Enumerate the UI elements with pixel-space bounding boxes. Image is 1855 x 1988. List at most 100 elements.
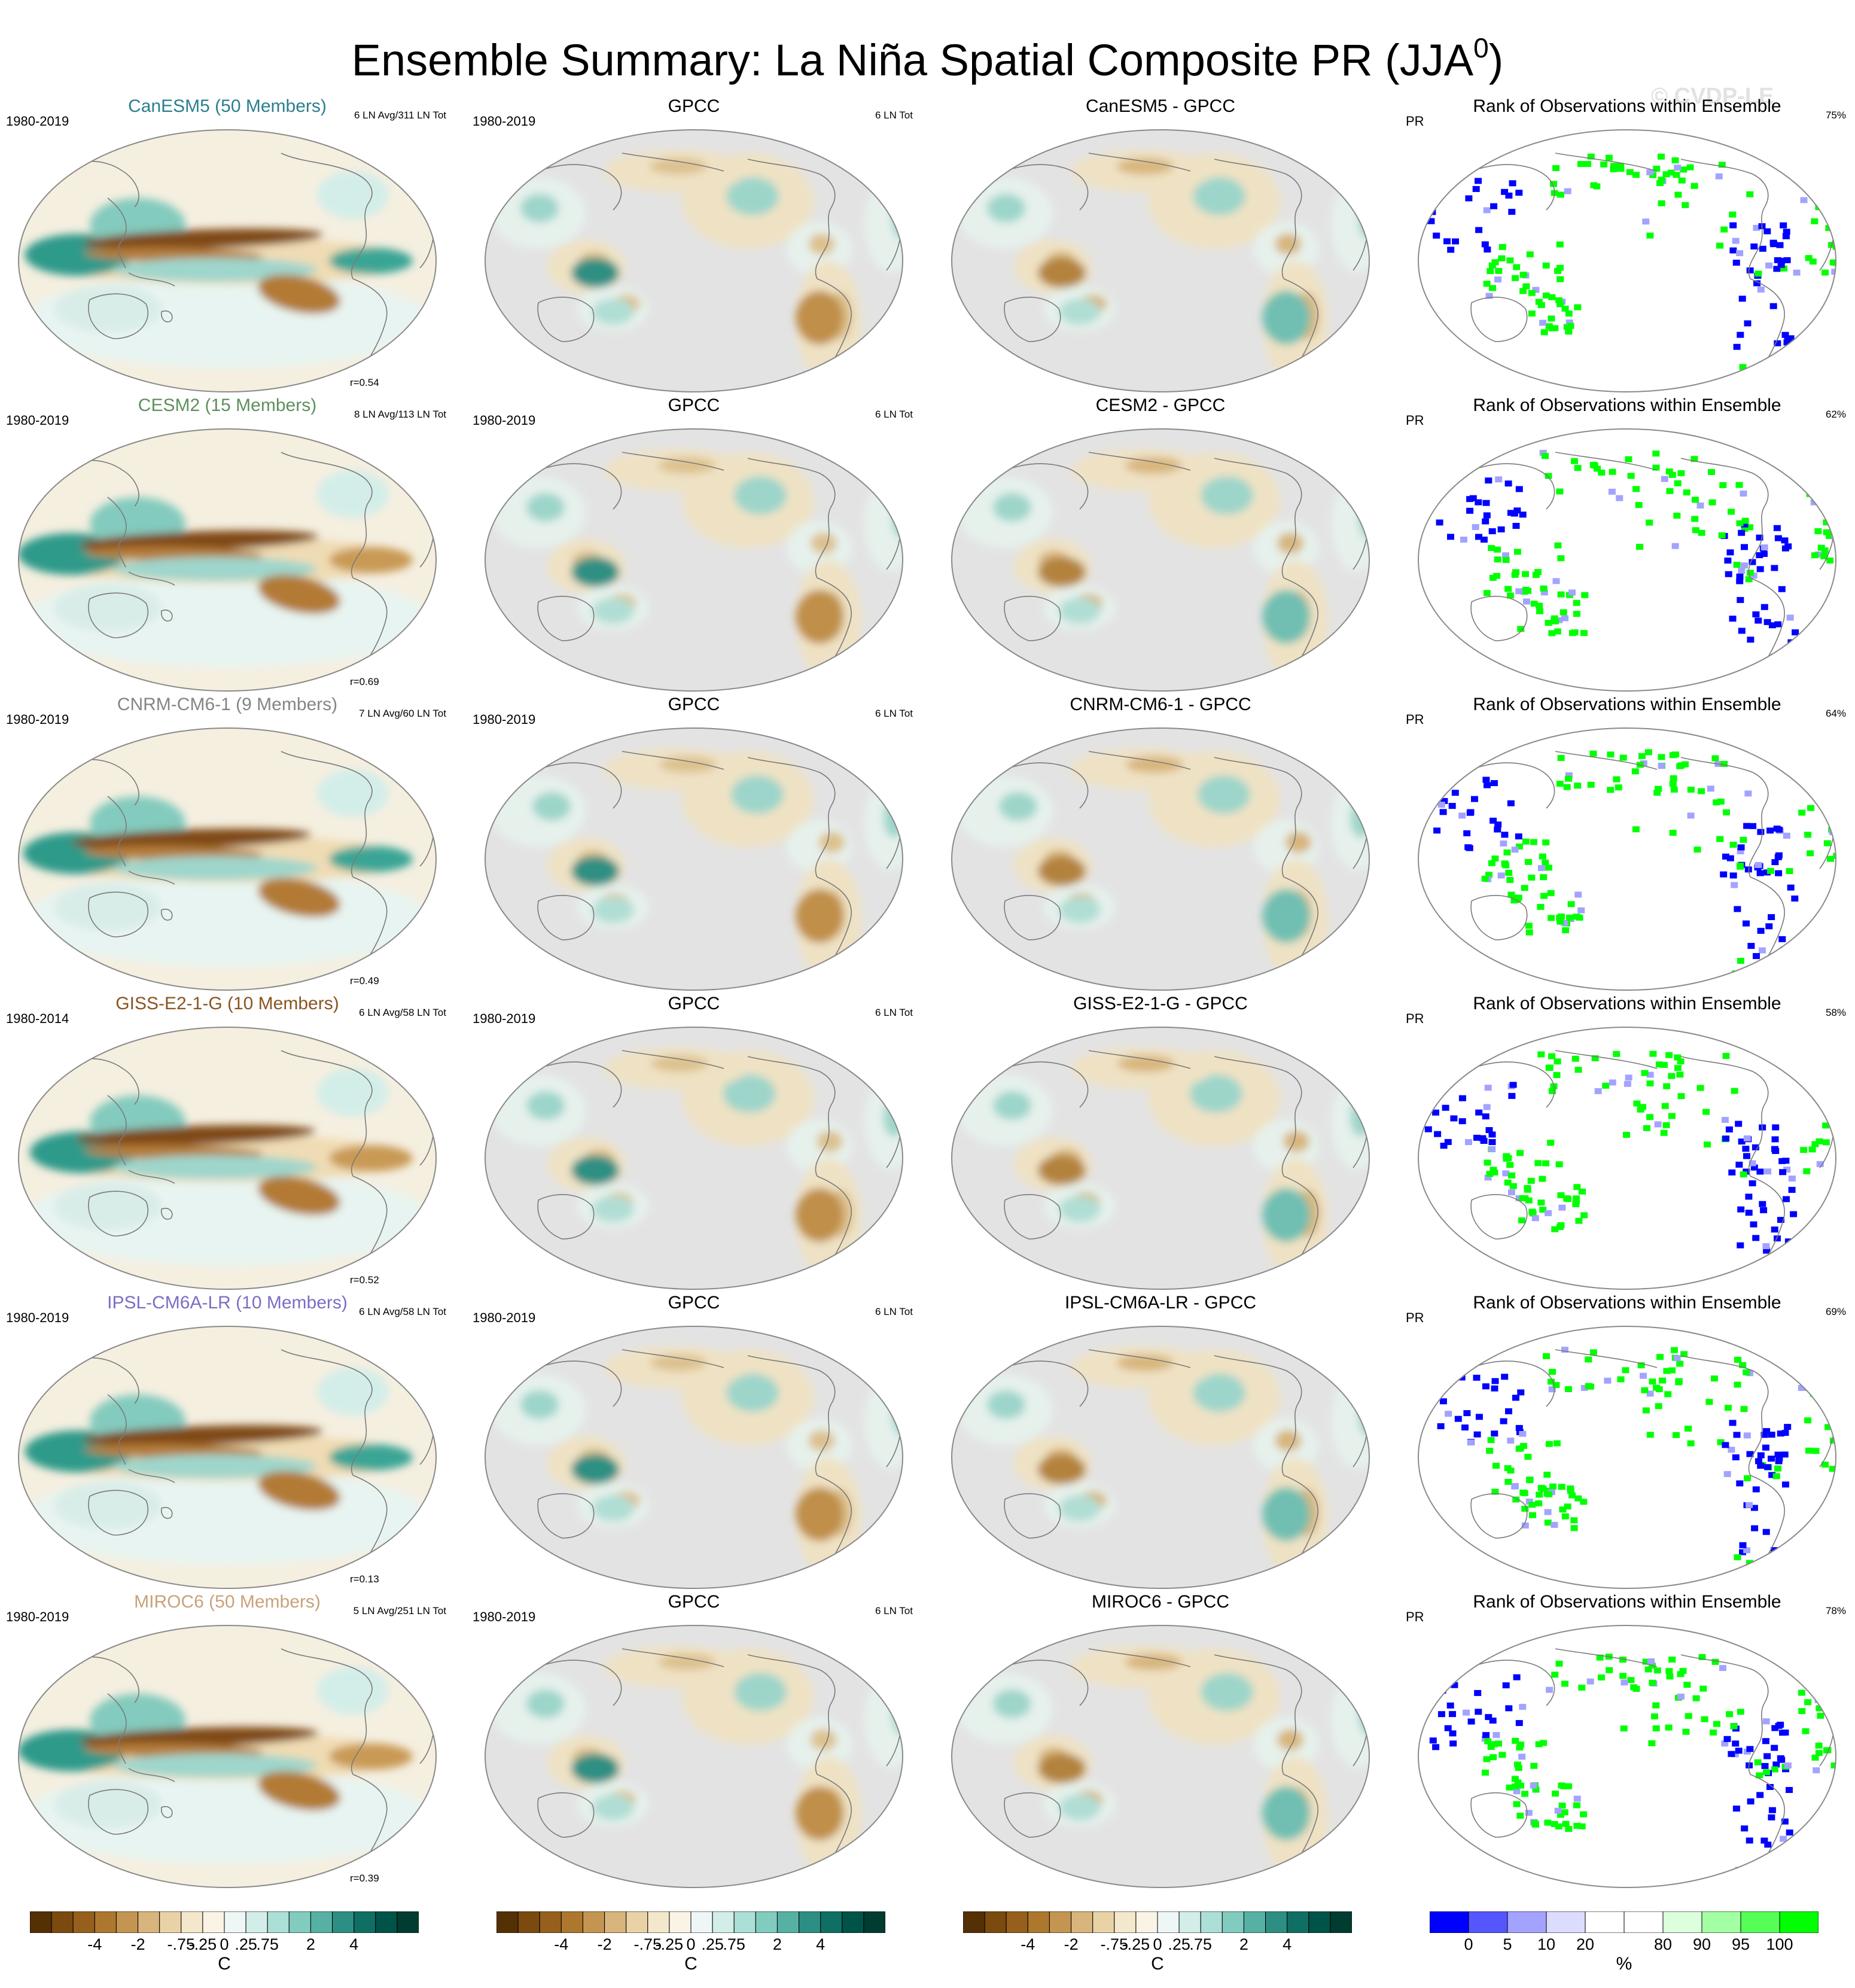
rank-cell <box>1625 1074 1632 1081</box>
colorbar-box <box>1157 1911 1180 1933</box>
rank-cell <box>1508 1172 1516 1179</box>
rank-cell <box>1512 1737 1519 1744</box>
coastline <box>1004 1194 1061 1240</box>
rank-cell <box>1528 1208 1536 1215</box>
rank-cell <box>1775 1458 1783 1465</box>
rank-cell <box>1747 943 1755 949</box>
colorbar-box <box>517 1911 540 1933</box>
rank-cell <box>1511 571 1519 578</box>
colorbar-tick-label: 0 <box>1464 1935 1473 1953</box>
colorbar-box <box>1114 1911 1137 1933</box>
rank-cell <box>1522 587 1530 593</box>
anomaly-patch <box>54 1780 162 1828</box>
rank-cell <box>1589 1349 1597 1356</box>
rank-cell <box>1755 1458 1762 1465</box>
rank-cell <box>1516 1150 1524 1156</box>
colorbar-box <box>1623 1911 1664 1933</box>
rank-cell <box>1673 1432 1680 1438</box>
rank-cell <box>1598 470 1606 476</box>
anomaly-patch <box>114 258 317 282</box>
rank-cell <box>1556 488 1564 495</box>
rank-cell <box>1763 869 1771 876</box>
coastline <box>160 908 173 921</box>
rank-cell <box>1619 1657 1626 1663</box>
rank-cell <box>1692 527 1699 534</box>
rank-cell <box>1451 1682 1458 1688</box>
coastline <box>107 1095 127 1166</box>
rank-cell <box>1530 839 1537 845</box>
rank-cell <box>1729 616 1737 622</box>
rank-cell <box>1475 1109 1483 1116</box>
rank-cell <box>1722 1135 1730 1142</box>
rank-cell <box>1491 856 1499 861</box>
rank-cell <box>1729 842 1737 848</box>
rank-cell <box>1586 1678 1594 1685</box>
anomaly-patch <box>650 158 708 175</box>
land-field <box>1331 177 1370 273</box>
event-count: 6 LN Tot <box>875 708 913 719</box>
rank-cell <box>1568 589 1576 596</box>
rank-cell <box>1429 1693 1437 1699</box>
rank-cell <box>1737 1574 1745 1581</box>
rank-cell <box>1832 788 1836 794</box>
variable-label: PR <box>1406 413 1424 428</box>
colorbar-box <box>755 1911 778 1933</box>
anomaly-patch <box>54 883 162 931</box>
colorbar-box <box>733 1911 756 1933</box>
rank-cell <box>1811 1141 1819 1147</box>
rank-cell <box>1553 1440 1561 1447</box>
rank-cell <box>1651 1713 1658 1719</box>
rank-cell <box>1458 1095 1466 1101</box>
rank-cell <box>1687 812 1695 819</box>
rank-cell <box>1771 1257 1778 1264</box>
rank-cell <box>1564 188 1571 194</box>
coastline <box>88 293 149 339</box>
anomaly-patch <box>571 557 619 587</box>
anomaly-patch <box>1059 1794 1101 1820</box>
rank-cell <box>1544 1509 1552 1515</box>
rank-cell <box>1482 1732 1490 1739</box>
rank-cell <box>1729 1871 1737 1878</box>
coastline <box>128 870 175 885</box>
rank-cell <box>1501 832 1509 838</box>
rank-cell <box>1623 1131 1630 1138</box>
rank-cell <box>1580 630 1588 637</box>
rank-cell <box>1449 1711 1456 1718</box>
rank-cell <box>1702 1109 1710 1115</box>
rank-cell <box>1786 1829 1793 1836</box>
model-panel: GISS-E2-1-G (10 Members) 1980-2014 6 LN Av… <box>6 993 449 1292</box>
rank-cell <box>1467 1439 1475 1446</box>
anomaly-patch <box>317 1368 389 1415</box>
rank-cell <box>1535 299 1543 305</box>
map-background <box>1418 1625 1836 1888</box>
rank-cell <box>1557 264 1564 271</box>
rank-cell <box>1536 608 1543 614</box>
rank-cell <box>1506 1162 1514 1168</box>
pattern-correlation: r=0.54 <box>350 377 379 388</box>
pattern-correlation: r=0.39 <box>350 1873 379 1884</box>
rank-cell <box>1480 537 1488 543</box>
coastline <box>1214 159 1302 279</box>
rank-cell <box>1444 1725 1452 1731</box>
rank-cell <box>1475 178 1482 184</box>
rank-cell <box>1730 1723 1738 1730</box>
rank-cell <box>1685 1426 1692 1432</box>
rank-cell <box>1443 238 1451 245</box>
rank-cell <box>1750 243 1758 249</box>
rank-cell <box>1757 927 1765 934</box>
colorbar-tick-label: -2 <box>130 1935 145 1953</box>
diff-panel: CESM2 - GPCC <box>939 395 1382 694</box>
rank-cell <box>1747 637 1755 643</box>
anomaly-patch <box>258 1471 340 1511</box>
map-border <box>485 1326 903 1589</box>
rank-cell <box>1811 1755 1819 1761</box>
rank-cell <box>1525 1197 1533 1204</box>
rank-cell <box>1513 1674 1521 1680</box>
event-count: 7 LN Avg/60 LN Tot <box>359 708 446 719</box>
anomaly-patch <box>1285 832 1312 853</box>
colorbar-box <box>1135 1911 1158 1933</box>
rank-cell <box>1771 1136 1779 1143</box>
anomaly-patch <box>592 897 634 923</box>
coastline <box>281 1648 373 1775</box>
rank-cell <box>1552 165 1560 171</box>
